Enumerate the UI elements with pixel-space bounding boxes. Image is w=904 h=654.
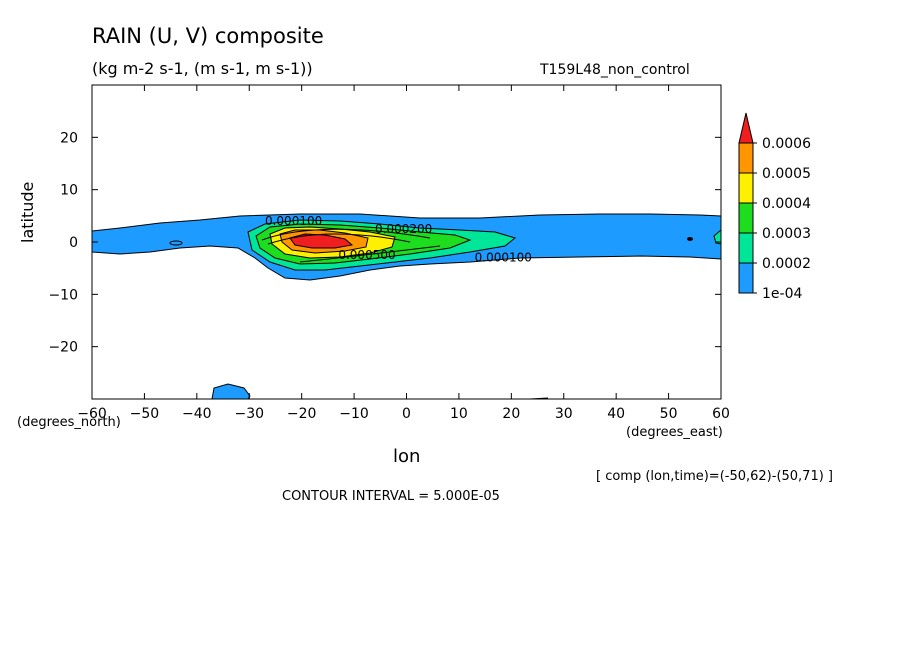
contour-interval-label: CONTOUR INTERVAL = 5.000E-05 [282, 489, 500, 504]
composite-info: [ comp (lon,time)=(-50,62)-(50,71) ] [596, 469, 834, 484]
run-id-label: T159L48_non_control [540, 62, 690, 78]
colorbar-swatch [738, 172, 754, 204]
rain-cell-southwest [211, 383, 251, 399]
x-axis-ticks: −60 −50 −40 −30 −20 −10 0 10 20 30 40 50 60 [77, 85, 730, 422]
x-tick-label: −50 [130, 406, 160, 422]
y-tick-label: 20 [60, 130, 78, 146]
colorbar-label: 0.0005 [762, 166, 811, 182]
x-tick-label: 0 [402, 406, 411, 422]
colorbar-label: 0.0002 [762, 256, 811, 272]
x-tick-label: −40 [182, 406, 212, 422]
colorbar: 0.0006 0.0005 0.0004 0.0003 0.0002 1e-04 [738, 112, 811, 302]
y-tick-label: 0 [69, 235, 78, 251]
y-tick-label: −10 [48, 287, 78, 303]
colorbar-label: 0.0004 [762, 196, 811, 212]
x-tick-label: −60 [77, 406, 107, 422]
x-axis-units: (degrees_east) [626, 425, 723, 440]
colorbar-label: 0.0003 [762, 226, 811, 242]
colorbar-swatch [738, 142, 754, 174]
x-tick-label: 60 [712, 406, 730, 422]
y-axis-ticks: −20 −10 0 10 20 [48, 130, 721, 356]
colorbar-arrow [738, 112, 754, 144]
x-axis-label: lon [393, 446, 421, 467]
colorbar-label: 1e-04 [762, 286, 802, 302]
colorbar-swatch [738, 232, 754, 264]
x-tick-label: 50 [660, 406, 678, 422]
contour-label: 0.000100 [265, 214, 322, 228]
x-tick-label: −20 [287, 406, 317, 422]
colorbar-label: 0.0006 [762, 136, 811, 152]
contour-dot [687, 237, 693, 241]
colorbar-swatch [738, 202, 754, 234]
rain-cell-east [713, 229, 721, 245]
contour-line [299, 245, 441, 263]
x-tick-label: 20 [502, 406, 520, 422]
y-axis-units: (degrees_north) [17, 415, 121, 430]
contour-label: 0.000200 [375, 222, 432, 236]
x-tick-label: −30 [234, 406, 264, 422]
x-tick-label: 40 [607, 406, 625, 422]
rain-field [92, 213, 721, 399]
contour-label: 0.000100 [475, 251, 532, 265]
contour-line [261, 228, 431, 241]
y-tick-label: 10 [60, 183, 78, 199]
contour-label: 0.000500 [338, 248, 395, 262]
x-tick-label: 10 [450, 406, 468, 422]
colorbar-swatch [738, 262, 754, 294]
contour-dot [169, 240, 183, 246]
chart-title: RAIN (U, V) composite [92, 24, 324, 48]
contour-line [267, 233, 411, 245]
x-tick-label: 30 [555, 406, 573, 422]
x-tick-label: −10 [339, 406, 369, 422]
y-tick-label: −20 [48, 340, 78, 356]
rain-band-0.0006 [289, 233, 354, 249]
chart-subtitle: (kg m-2 s-1, (m s-1, m s-1)) [92, 59, 313, 78]
contour-labels: 0.000100 0.000200 0.000500 0.000100 [265, 214, 532, 265]
